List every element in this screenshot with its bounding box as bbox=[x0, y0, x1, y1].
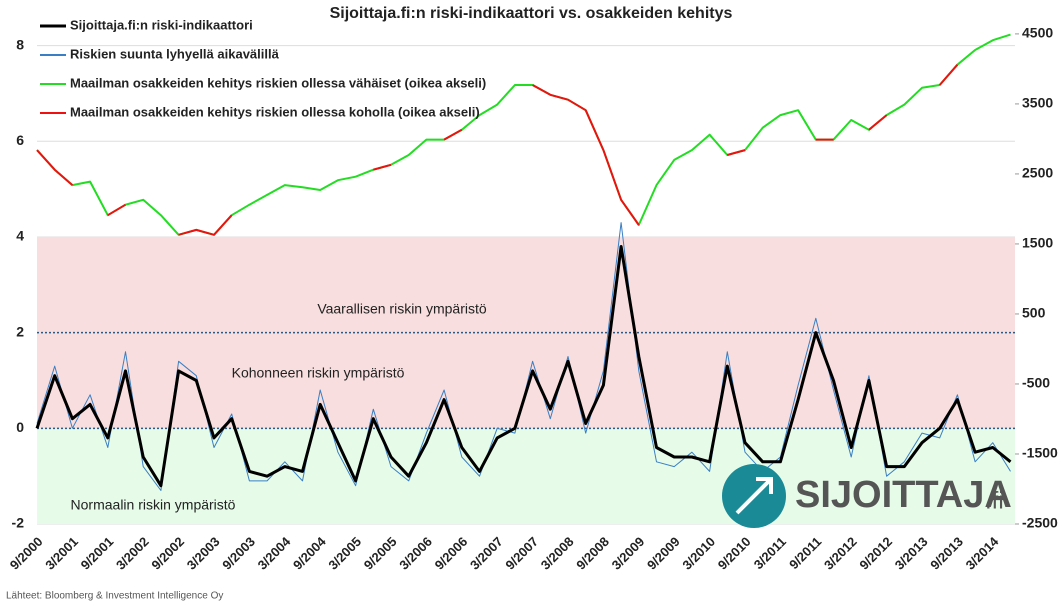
series-line bbox=[36, 33, 1011, 236]
y-tick-label: 4 bbox=[16, 228, 24, 244]
x-tick-label: 3/2008 bbox=[538, 534, 577, 573]
x-tick-label: 9/2004 bbox=[290, 533, 329, 572]
x-tick-label: 9/2007 bbox=[502, 534, 541, 573]
y2-tick-label: 4500 bbox=[1022, 25, 1053, 41]
y-tick-label: 2 bbox=[16, 323, 24, 339]
x-tick-label: 9/2006 bbox=[432, 534, 471, 573]
y2-tick-label: 2500 bbox=[1022, 165, 1053, 181]
x-tick-label: 3/2004 bbox=[255, 533, 294, 572]
band-label: Kohonneen riskin ympäristö bbox=[232, 365, 405, 381]
chart-title: Sijoittaja.fi:n riski-indikaattori vs. o… bbox=[330, 5, 733, 22]
x-tick-label: 3/2003 bbox=[184, 534, 223, 573]
x-tick-label: 3/2001 bbox=[42, 534, 81, 573]
y2-tick-label: 1500 bbox=[1022, 235, 1053, 251]
series-line bbox=[36, 64, 959, 236]
x-tick-label: 9/2000 bbox=[7, 534, 46, 573]
y2-tick-label: -2500 bbox=[1022, 515, 1058, 531]
legend-label: Maailman osakkeiden kehitys riskien olle… bbox=[70, 104, 480, 119]
logo-arrow bbox=[735, 477, 773, 515]
source: Lähteet: Bloomberg & Investment Intellig… bbox=[6, 591, 223, 602]
x-tick-label: 9/2011 bbox=[786, 534, 824, 572]
band-label: Vaarallisen riskin ympäristö bbox=[317, 301, 487, 317]
y2-tick-label: -500 bbox=[1022, 375, 1050, 391]
y2-tick-label: 3500 bbox=[1022, 95, 1053, 111]
y2-tick-label: 500 bbox=[1022, 305, 1046, 321]
logo-text: SIJOITTAJA bbox=[795, 474, 1012, 516]
x-tick-label: 9/2012 bbox=[856, 534, 895, 573]
x-tick-label: 9/2010 bbox=[715, 534, 754, 573]
x-tick-label: 9/2001 bbox=[78, 534, 117, 573]
x-tick-label: 3/2010 bbox=[679, 534, 718, 573]
x-tick-label: 9/2013 bbox=[927, 534, 966, 573]
x-tick-label: 3/2013 bbox=[892, 534, 931, 573]
x-tick-label: 3/2006 bbox=[396, 534, 435, 573]
x-tick-label: 3/2002 bbox=[113, 534, 152, 573]
x-tick-label: 9/2009 bbox=[644, 534, 683, 573]
logo: SIJOITTAJA.fi bbox=[722, 464, 1012, 528]
legend-label: Maailman osakkeiden kehitys riskien olle… bbox=[70, 75, 486, 90]
legend-label: Sijoittaja.fi:n riski-indikaattori bbox=[70, 17, 253, 32]
logo-suffix: .fi bbox=[985, 487, 1004, 514]
x-tick-label: 3/2012 bbox=[821, 534, 860, 573]
x-tick-label: 3/2011 bbox=[751, 534, 789, 572]
x-tick-label: 9/2005 bbox=[361, 534, 400, 573]
y-tick-label: 6 bbox=[16, 132, 24, 148]
x-tick-label: 3/2005 bbox=[325, 534, 364, 573]
x-tick-label: 9/2002 bbox=[148, 534, 187, 573]
legend-label: Riskien suunta lyhyellä aikavälillä bbox=[70, 46, 280, 61]
y2-tick-label: -1500 bbox=[1022, 445, 1058, 461]
x-tick-label: 3/2009 bbox=[609, 534, 648, 573]
y-tick-label: 8 bbox=[16, 36, 24, 52]
x-tick-label: 9/2008 bbox=[573, 534, 612, 573]
x-tick-label: 3/2014 bbox=[963, 533, 1002, 572]
x-tick-label: 3/2007 bbox=[467, 534, 506, 573]
y-tick-label: 0 bbox=[16, 419, 24, 435]
y-tick-label: -2 bbox=[12, 515, 25, 531]
x-tick-label: 9/2003 bbox=[219, 534, 258, 573]
band-label: Normaalin riskin ympäristö bbox=[71, 497, 236, 513]
series-line bbox=[35, 245, 1012, 488]
